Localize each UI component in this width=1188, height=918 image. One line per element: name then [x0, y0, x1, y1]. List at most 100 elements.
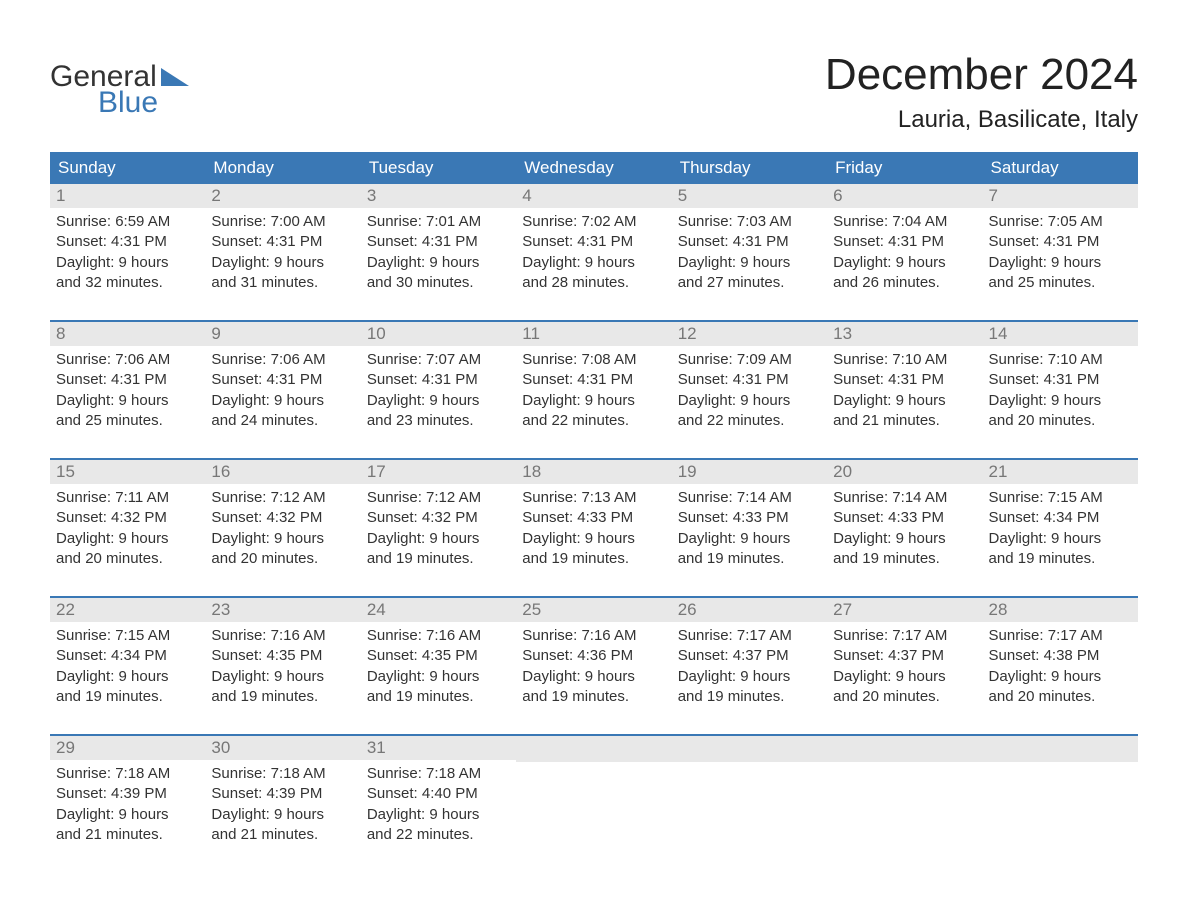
daylight-line-1: Daylight: 9 hours	[211, 805, 354, 825]
day-body: Sunrise: 7:17 AMSunset: 4:37 PMDaylight:…	[827, 622, 982, 713]
day-body: Sunrise: 6:59 AMSunset: 4:31 PMDaylight:…	[50, 208, 205, 299]
sunset-line: Sunset: 4:35 PM	[367, 646, 510, 666]
sunset-line: Sunset: 4:31 PM	[522, 370, 665, 390]
daylight-line-1: Daylight: 9 hours	[367, 529, 510, 549]
day-body: Sunrise: 7:03 AMSunset: 4:31 PMDaylight:…	[672, 208, 827, 299]
sunrise-line: Sunrise: 7:06 AM	[211, 350, 354, 370]
day-cell: 22Sunrise: 7:15 AMSunset: 4:34 PMDayligh…	[50, 598, 205, 716]
daylight-line-2: and 21 minutes.	[211, 825, 354, 845]
sunset-line: Sunset: 4:33 PM	[833, 508, 976, 528]
day-number: 25	[516, 598, 671, 622]
sunset-line: Sunset: 4:38 PM	[989, 646, 1132, 666]
sunrise-line: Sunrise: 7:08 AM	[522, 350, 665, 370]
daylight-line-2: and 30 minutes.	[367, 273, 510, 293]
day-cell: 11Sunrise: 7:08 AMSunset: 4:31 PMDayligh…	[516, 322, 671, 440]
day-body: Sunrise: 7:13 AMSunset: 4:33 PMDaylight:…	[516, 484, 671, 575]
day-body: Sunrise: 7:08 AMSunset: 4:31 PMDaylight:…	[516, 346, 671, 437]
weekday-wednesday: Wednesday	[516, 152, 671, 184]
day-body: Sunrise: 7:12 AMSunset: 4:32 PMDaylight:…	[205, 484, 360, 575]
day-cell: 8Sunrise: 7:06 AMSunset: 4:31 PMDaylight…	[50, 322, 205, 440]
day-cell: 7Sunrise: 7:05 AMSunset: 4:31 PMDaylight…	[983, 184, 1138, 302]
empty-day-number	[672, 736, 827, 762]
daylight-line-1: Daylight: 9 hours	[522, 529, 665, 549]
sunrise-line: Sunrise: 7:17 AM	[678, 626, 821, 646]
daylight-line-2: and 19 minutes.	[211, 687, 354, 707]
day-number: 26	[672, 598, 827, 622]
day-cell: 15Sunrise: 7:11 AMSunset: 4:32 PMDayligh…	[50, 460, 205, 578]
daylight-line-2: and 32 minutes.	[56, 273, 199, 293]
day-cell: 9Sunrise: 7:06 AMSunset: 4:31 PMDaylight…	[205, 322, 360, 440]
sunset-line: Sunset: 4:34 PM	[989, 508, 1132, 528]
day-cell: 14Sunrise: 7:10 AMSunset: 4:31 PMDayligh…	[983, 322, 1138, 440]
day-body: Sunrise: 7:06 AMSunset: 4:31 PMDaylight:…	[205, 346, 360, 437]
day-cell: 4 Sunrise: 7:02 AMSunset: 4:31 PMDaylight…	[516, 184, 671, 302]
sunrise-line: Sunrise: 7:04 AM	[833, 212, 976, 232]
day-number: 16	[205, 460, 360, 484]
daylight-line-1: Daylight: 9 hours	[56, 253, 199, 273]
sunset-line: Sunset: 4:32 PM	[367, 508, 510, 528]
daylight-line-2: and 22 minutes.	[678, 411, 821, 431]
daylight-line-2: and 20 minutes.	[989, 687, 1132, 707]
daylight-line-1: Daylight: 9 hours	[989, 391, 1132, 411]
daylight-line-1: Daylight: 9 hours	[56, 805, 199, 825]
week-row: 29Sunrise: 7:18 AMSunset: 4:39 PMDayligh…	[50, 734, 1138, 854]
day-number: 13	[827, 322, 982, 346]
weekday-header-row: SundayMondayTuesdayWednesdayThursdayFrid…	[50, 152, 1138, 184]
daylight-line-2: and 31 minutes.	[211, 273, 354, 293]
daylight-line-1: Daylight: 9 hours	[367, 667, 510, 687]
daylight-line-2: and 19 minutes.	[678, 549, 821, 569]
sunrise-line: Sunrise: 7:02 AM	[522, 212, 665, 232]
daylight-line-2: and 19 minutes.	[833, 549, 976, 569]
day-body: Sunrise: 7:15 AMSunset: 4:34 PMDaylight:…	[983, 484, 1138, 575]
weekday-friday: Friday	[827, 152, 982, 184]
day-cell: 21Sunrise: 7:15 AMSunset: 4:34 PMDayligh…	[983, 460, 1138, 578]
daylight-line-1: Daylight: 9 hours	[989, 667, 1132, 687]
day-body: Sunrise: 7:17 AMSunset: 4:37 PMDaylight:…	[672, 622, 827, 713]
daylight-line-1: Daylight: 9 hours	[833, 391, 976, 411]
sunrise-line: Sunrise: 7:18 AM	[367, 764, 510, 784]
day-number: 27	[827, 598, 982, 622]
day-body: Sunrise: 7:16 AMSunset: 4:35 PMDaylight:…	[205, 622, 360, 713]
daylight-line-1: Daylight: 9 hours	[522, 391, 665, 411]
day-number: 12	[672, 322, 827, 346]
day-cell: 30Sunrise: 7:18 AMSunset: 4:39 PMDayligh…	[205, 736, 360, 854]
sunset-line: Sunset: 4:31 PM	[56, 232, 199, 252]
sunrise-line: Sunrise: 7:13 AM	[522, 488, 665, 508]
daylight-line-2: and 24 minutes.	[211, 411, 354, 431]
daylight-line-2: and 19 minutes.	[989, 549, 1132, 569]
day-number: 10	[361, 322, 516, 346]
sunset-line: Sunset: 4:36 PM	[522, 646, 665, 666]
daylight-line-1: Daylight: 9 hours	[522, 667, 665, 687]
empty-day-number	[983, 736, 1138, 762]
day-number: 4	[516, 184, 671, 208]
day-cell: 6Sunrise: 7:04 AMSunset: 4:31 PMDaylight…	[827, 184, 982, 302]
daylight-line-1: Daylight: 9 hours	[989, 253, 1132, 273]
sunrise-line: Sunrise: 7:18 AM	[56, 764, 199, 784]
daylight-line-2: and 21 minutes.	[56, 825, 199, 845]
sunset-line: Sunset: 4:33 PM	[678, 508, 821, 528]
daylight-line-1: Daylight: 9 hours	[367, 805, 510, 825]
sunrise-line: Sunrise: 7:16 AM	[522, 626, 665, 646]
logo: General Blue	[50, 50, 189, 120]
day-number: 9	[205, 322, 360, 346]
sunset-line: Sunset: 4:32 PM	[211, 508, 354, 528]
day-number: 2	[205, 184, 360, 208]
sunrise-line: Sunrise: 7:14 AM	[833, 488, 976, 508]
day-cell: 17Sunrise: 7:12 AMSunset: 4:32 PMDayligh…	[361, 460, 516, 578]
sunrise-line: Sunrise: 7:00 AM	[211, 212, 354, 232]
day-body: Sunrise: 7:14 AMSunset: 4:33 PMDaylight:…	[827, 484, 982, 575]
day-body: Sunrise: 7:18 AMSunset: 4:40 PMDaylight:…	[361, 760, 516, 851]
empty-day-number	[827, 736, 982, 762]
daylight-line-2: and 20 minutes.	[833, 687, 976, 707]
daylight-line-1: Daylight: 9 hours	[522, 253, 665, 273]
daylight-line-2: and 19 minutes.	[367, 549, 510, 569]
daylight-line-1: Daylight: 9 hours	[56, 667, 199, 687]
sunrise-line: Sunrise: 7:18 AM	[211, 764, 354, 784]
day-number: 1	[50, 184, 205, 208]
weekday-thursday: Thursday	[672, 152, 827, 184]
day-cell: 31Sunrise: 7:18 AMSunset: 4:40 PMDayligh…	[361, 736, 516, 854]
sunset-line: Sunset: 4:31 PM	[678, 232, 821, 252]
daylight-line-1: Daylight: 9 hours	[211, 529, 354, 549]
daylight-line-1: Daylight: 9 hours	[678, 529, 821, 549]
sunset-line: Sunset: 4:31 PM	[522, 232, 665, 252]
